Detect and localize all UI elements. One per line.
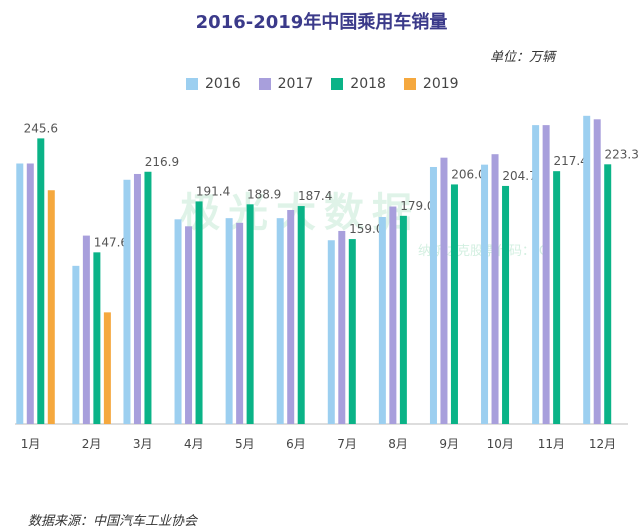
chart-title: 2016-2019年中国乘用车销量 (195, 12, 448, 33)
bar-2017-2 (82, 235, 90, 424)
legend-item-2019: 2019 (403, 76, 459, 92)
bar-2018-12 (604, 164, 612, 424)
data-label-5: 188.9 (247, 187, 281, 201)
bar-2016-2 (72, 265, 80, 424)
bar-2017-6 (287, 210, 295, 424)
bar-2017-11 (542, 125, 550, 424)
legend-item-2018: 2018 (331, 76, 386, 92)
x-tick-label-6: 6月 (286, 437, 306, 451)
data-label-1: 245.6 (24, 121, 58, 135)
watermark-logo: 极光大数据 (180, 180, 420, 238)
bar-2017-7 (338, 230, 346, 424)
bar-2017-4 (185, 226, 193, 424)
data-label-8: 179.0 (400, 199, 434, 213)
x-tick-label-5: 5月 (235, 437, 255, 451)
bar-2016-10 (481, 164, 489, 425)
legend-swatch-2016 (186, 78, 198, 90)
bar-2016-7 (327, 240, 335, 424)
bar-2016-4 (174, 219, 182, 424)
unit-label: 单位：万辆 (490, 50, 556, 65)
legend-swatch-2019 (403, 78, 416, 90)
x-tick-label-7: 7月 (337, 437, 357, 451)
bar-2016-5 (225, 218, 233, 424)
bar-2017-3 (133, 173, 141, 424)
bar-2016-9 (429, 166, 437, 425)
bar-2017-1 (26, 163, 34, 425)
x-tick-label-1: 1月 (21, 437, 41, 451)
bar-2018-9 (450, 184, 458, 424)
x-tick-label-9: 9月 (439, 437, 459, 451)
bar-2016-6 (276, 218, 284, 424)
bar-2018-5 (246, 204, 254, 424)
bar-2017-10 (491, 154, 499, 424)
bar-2018-2 (93, 252, 101, 424)
bar-2017-8 (389, 206, 397, 424)
bar-2017-12 (593, 119, 601, 424)
data-label-9: 206.0 (451, 167, 485, 181)
bar-2018-8 (399, 215, 407, 424)
data-label-12: 223.3 (605, 147, 639, 161)
x-tick-label-4: 4月 (184, 437, 204, 451)
bar-2016-3 (123, 179, 131, 424)
legend: 2016 2017 2018 2019 (186, 76, 459, 92)
bar-2018-1 (37, 138, 45, 425)
legend-label-2016: 2016 (205, 76, 241, 92)
bar-2018-7 (348, 239, 356, 424)
legend-label-2018: 2018 (350, 76, 386, 92)
bar-2017-5 (236, 222, 244, 424)
x-tick-label-12: 12月 (589, 437, 616, 451)
data-label-7: 159.0 (349, 222, 383, 236)
bar-2016-1 (16, 163, 24, 425)
x-tick-label-8: 8月 (388, 437, 408, 451)
legend-label-2019: 2019 (422, 76, 459, 92)
bar-2018-6 (297, 206, 305, 424)
bar-2018-11 (553, 171, 561, 424)
source-note: 数据来源：中国汽车工业协会 (28, 514, 198, 529)
bar-2016-12 (583, 115, 591, 424)
data-label-2: 147.6 (94, 235, 128, 249)
x-tick-label-11: 11月 (538, 437, 565, 451)
bar-2016-11 (532, 125, 540, 424)
bar-2019-2 (103, 312, 111, 424)
bar-2018-10 (502, 185, 510, 424)
data-label-10: 204.7 (502, 169, 536, 183)
bar-2019-1 (47, 190, 55, 424)
x-tick-label-10: 10月 (487, 437, 514, 451)
data-label-11: 217.4 (553, 154, 587, 168)
legend-item-2016: 2016 (186, 76, 241, 92)
bar-2017-9 (440, 157, 448, 424)
legend-label-2017: 2017 (277, 76, 314, 92)
legend-item-2017: 2017 (258, 76, 314, 92)
bar-2018-4 (195, 201, 203, 424)
bar-2018-3 (144, 171, 152, 424)
legend-swatch-2018 (331, 78, 344, 90)
x-tick-label-2: 2月 (82, 437, 102, 451)
data-label-4: 191.4 (196, 184, 230, 198)
data-label-3: 216.9 (145, 155, 179, 169)
x-tick-label-3: 3月 (133, 437, 153, 451)
data-label-6: 187.4 (298, 189, 332, 203)
legend-swatch-2017 (258, 78, 271, 90)
bar-2016-8 (378, 216, 386, 424)
